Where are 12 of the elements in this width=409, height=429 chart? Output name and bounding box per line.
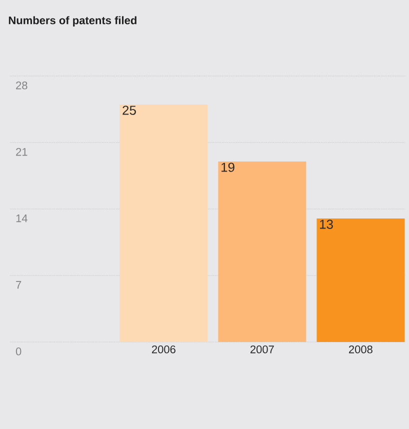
chart-title: Numbers of patents filed xyxy=(8,16,136,26)
x-tick-label: 2007 xyxy=(250,346,274,354)
data-label: 13 xyxy=(320,220,333,229)
data-label: 19 xyxy=(222,162,234,172)
x-tick-label: 2008 xyxy=(348,346,372,354)
y-tick-label: 14 xyxy=(16,214,28,222)
x-tick-label: 2006 xyxy=(152,346,176,354)
y-tick-label: 7 xyxy=(16,281,22,289)
y-tick-label: 28 xyxy=(16,82,28,90)
y-tick-label: 21 xyxy=(16,148,28,156)
y-tick-label: 0 xyxy=(16,348,22,356)
data-label: 25 xyxy=(122,106,136,115)
